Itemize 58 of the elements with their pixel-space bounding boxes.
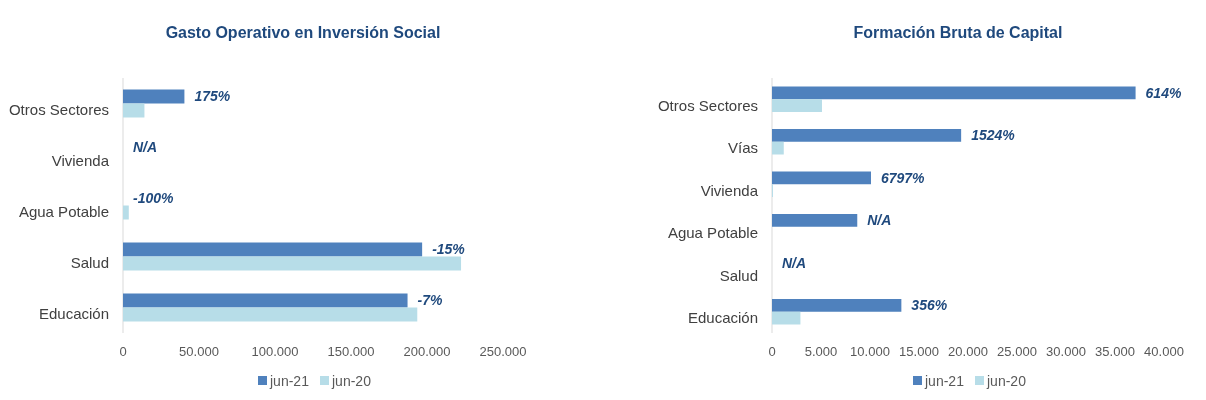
y-tick-label: Vías xyxy=(727,139,758,156)
bar xyxy=(123,89,185,104)
annotation: -100% xyxy=(133,190,175,207)
y-tick-label: Otros Sectores xyxy=(657,96,758,114)
bar xyxy=(123,205,129,220)
x-tick-label: 5.000 xyxy=(804,344,838,359)
bar xyxy=(772,171,871,185)
bar xyxy=(123,242,423,257)
annotation: 6797% xyxy=(880,169,926,186)
bar xyxy=(772,311,801,325)
legend-label: jun-21 xyxy=(924,373,965,389)
x-tick-label: 10.000 xyxy=(850,344,890,359)
y-tick-label: Agua Potable xyxy=(667,224,758,241)
x-tick-label: 200.000 xyxy=(403,344,451,359)
y-tick-label: Vivienda xyxy=(51,151,110,169)
bar xyxy=(772,214,858,227)
annotation: 1524% xyxy=(971,127,1016,144)
bar xyxy=(772,299,902,312)
bar xyxy=(123,103,145,118)
x-tick-label: 0 xyxy=(768,344,776,359)
bar xyxy=(772,86,1136,100)
legend-label: jun-20 xyxy=(986,373,1027,389)
annotation: 614% xyxy=(1145,84,1182,101)
y-tick-label: Otros Sectores xyxy=(8,100,109,118)
x-tick-label: 15.000 xyxy=(899,344,939,359)
x-tick-label: 250.000 xyxy=(479,344,527,359)
x-tick-label: 50.000 xyxy=(179,344,219,359)
annotation: -7% xyxy=(417,292,443,309)
bar xyxy=(123,307,418,322)
y-tick-label: Salud xyxy=(719,266,758,284)
x-tick-label: 100.000 xyxy=(251,344,299,359)
chart-title: Gasto Operativo en Inversión Social xyxy=(165,24,441,41)
y-tick-label: Educación xyxy=(687,309,758,326)
chart-title: Formación Bruta de Capital xyxy=(853,24,1063,41)
annotation: 356% xyxy=(911,297,948,314)
x-tick-label: 150.000 xyxy=(327,344,375,359)
bar xyxy=(123,256,462,271)
annotation: N/A xyxy=(782,254,807,271)
annotation: -15% xyxy=(432,241,466,258)
legend-label: jun-20 xyxy=(331,373,372,389)
y-tick-label: Agua Potable xyxy=(18,202,109,220)
annotation: N/A xyxy=(867,212,892,229)
y-tick-label: Educación xyxy=(38,304,109,322)
x-tick-label: 35.000 xyxy=(1095,344,1135,359)
y-tick-label: Vivienda xyxy=(700,181,759,199)
x-tick-label: 30.000 xyxy=(1046,344,1086,359)
x-tick-label: 25.000 xyxy=(997,344,1037,359)
bar xyxy=(772,129,962,142)
x-tick-label: 0 xyxy=(119,344,127,359)
bar xyxy=(123,293,408,308)
x-tick-label: 40.000 xyxy=(1144,344,1184,359)
y-tick-label: Salud xyxy=(70,253,109,271)
annotation: N/A xyxy=(133,139,158,156)
x-tick-label: 20.000 xyxy=(948,344,988,359)
legend-label: jun-21 xyxy=(269,373,310,389)
bar xyxy=(772,141,784,155)
annotation: 175% xyxy=(194,88,231,105)
bar xyxy=(772,99,822,112)
